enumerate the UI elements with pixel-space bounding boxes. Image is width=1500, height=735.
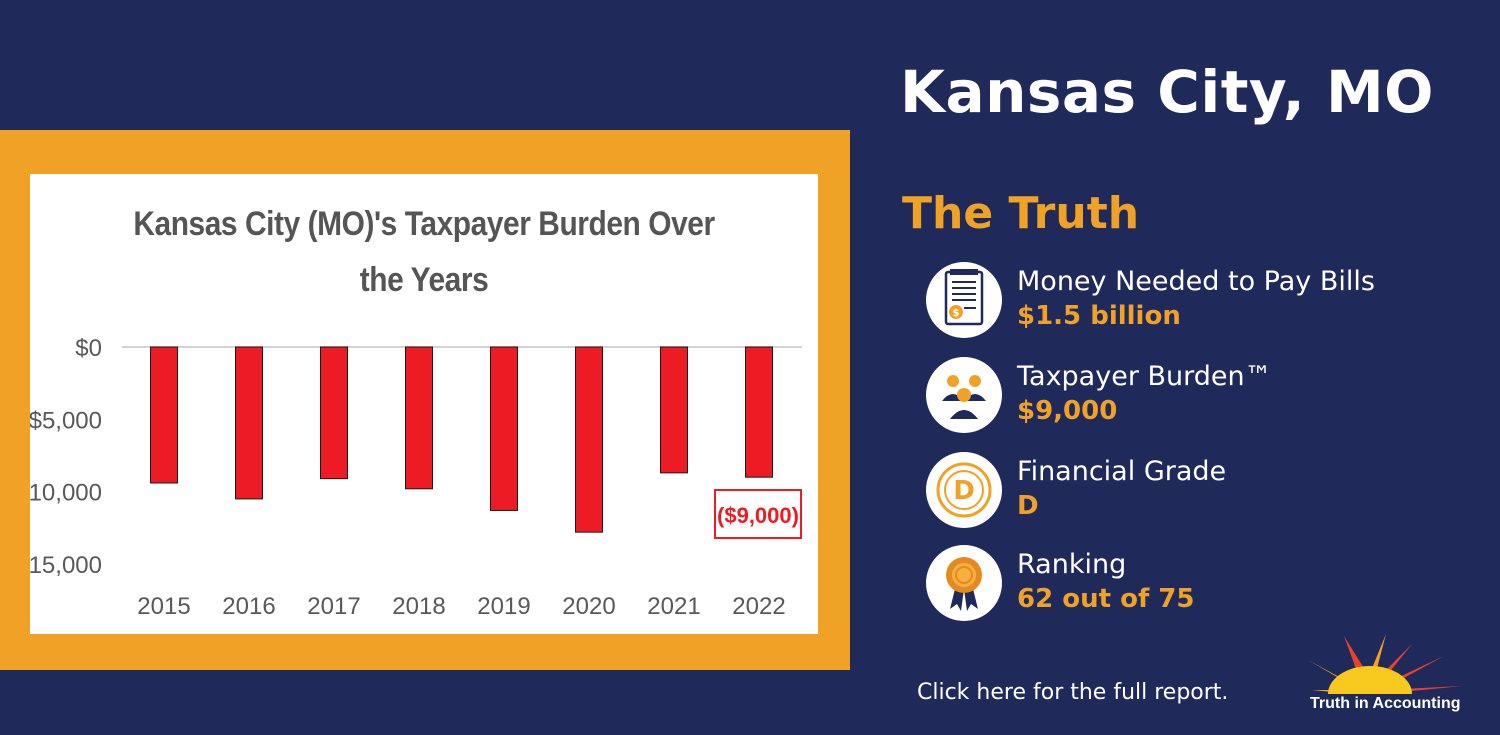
y-tick-label: $0: [75, 335, 102, 362]
svg-text:$: $: [953, 308, 960, 319]
stat-label: Financial Grade: [1017, 456, 1227, 487]
stat-financial-grade: D Financial Grade D: [926, 452, 1486, 532]
x-tick-label: 2022: [732, 593, 785, 620]
y-tick-label: $10,000: [30, 480, 102, 507]
bar-2022: [745, 346, 773, 478]
x-tick-label: 2017: [307, 593, 360, 620]
stat-label: Ranking: [1017, 549, 1127, 580]
stat-money-needed: $ Money Needed to Pay Bills $1.5 billion: [926, 262, 1486, 342]
stat-label: Money Needed to Pay Bills: [1017, 266, 1375, 297]
truth-in-accounting-logo[interactable]: Truth in Accounting: [1304, 634, 1470, 718]
section-heading: The Truth: [902, 188, 1140, 239]
stat-taxpayer-burden: Taxpayer Burden™ $9,000: [926, 357, 1486, 437]
award-ribbon-icon: [926, 545, 1002, 621]
bar-2019: [490, 346, 518, 511]
chart-frame: Kansas City (MO)'s Taxpayer Burden Over …: [0, 130, 850, 670]
page-title: Kansas City, MO: [900, 58, 1434, 126]
logo-text: Truth in Accounting: [1310, 695, 1461, 712]
bar-chart: $0 $5,000 $10,000 $15,000 2015 2016 2017 2018 20…: [30, 335, 802, 620]
grade-d-icon: D: [926, 452, 1002, 528]
x-tick-label: 2019: [477, 593, 530, 620]
bar-2016: [235, 346, 263, 500]
stat-value: $9,000: [1017, 396, 1118, 426]
svg-text:D: D: [953, 476, 975, 506]
bar-2020: [575, 346, 603, 533]
bar-2015: [150, 346, 178, 484]
bar-2017: [320, 346, 348, 480]
chart-title: Kansas City (MO)'s Taxpayer Burden Over …: [133, 205, 715, 299]
bill-document-icon: $: [926, 262, 1002, 338]
stat-value: D: [1017, 491, 1039, 521]
x-tick-label: 2020: [562, 593, 615, 620]
sun-logo-icon: [1308, 634, 1462, 694]
bar-2018: [405, 346, 433, 490]
full-report-link[interactable]: Click here for the full report.: [917, 680, 1229, 705]
stat-label: Taxpayer Burden™: [1017, 361, 1272, 392]
x-tick-label: 2018: [392, 593, 445, 620]
stat-value: 62 out of 75: [1017, 584, 1195, 614]
y-tick-label: $5,000: [30, 407, 102, 434]
x-tick-label: 2021: [647, 593, 700, 620]
chart-card: Kansas City (MO)'s Taxpayer Burden Over …: [30, 174, 818, 634]
x-tick-label: 2015: [137, 593, 190, 620]
data-label-callout: ($9,000): [714, 489, 802, 539]
x-tick-label: 2016: [222, 593, 275, 620]
data-label: ($9,000): [717, 503, 799, 528]
y-tick-label: $15,000: [30, 552, 102, 579]
stat-ranking: Ranking 62 out of 75: [926, 545, 1486, 625]
stat-value: $1.5 billion: [1017, 301, 1181, 331]
bar-2021: [660, 346, 688, 474]
taxpayers-group-icon: [926, 357, 1002, 433]
